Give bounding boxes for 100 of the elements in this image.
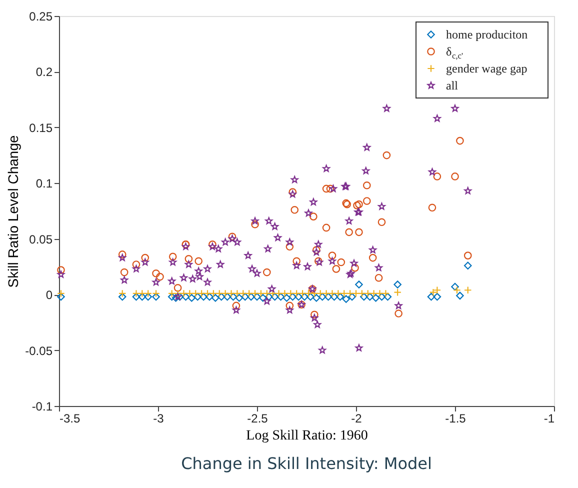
point: [176, 292, 184, 301]
point: [451, 282, 459, 291]
point: [292, 290, 301, 298]
point: [370, 290, 378, 298]
point: [355, 200, 363, 208]
point: [394, 288, 402, 296]
point: [217, 292, 226, 301]
point: [259, 294, 267, 302]
point: [316, 290, 324, 298]
x-tick-label: -3.5: [60, 412, 81, 426]
y-tick-label: 0: [46, 288, 53, 302]
point: [245, 290, 253, 298]
point: [364, 290, 372, 298]
point: [168, 290, 176, 298]
point: [372, 294, 380, 302]
point: [326, 184, 334, 193]
point: [318, 292, 326, 301]
point: [152, 270, 160, 278]
point: [229, 292, 238, 301]
point: [174, 284, 182, 292]
point: [290, 206, 299, 214]
point: [346, 290, 354, 298]
point: [310, 290, 318, 298]
y-tick-label: -0.05: [25, 344, 53, 358]
point: [340, 290, 348, 298]
point: [274, 290, 283, 298]
point: [328, 252, 336, 260]
point: [394, 310, 402, 318]
point: [362, 181, 371, 190]
point: [394, 280, 402, 288]
point: [182, 292, 190, 301]
point: [378, 292, 386, 301]
y-tick-label: 0.2: [36, 65, 53, 80]
point: [328, 290, 336, 298]
point: [322, 224, 330, 232]
x-axis-title: Log Skill Ratio: 1960: [246, 428, 368, 444]
point: [312, 294, 320, 302]
point: [188, 294, 196, 302]
point: [282, 294, 291, 302]
point: [192, 290, 200, 298]
point: [312, 246, 320, 254]
point: [433, 286, 442, 294]
legend-label: gender wage gap: [446, 62, 528, 76]
point: [251, 220, 259, 228]
point: [310, 212, 318, 220]
x-tick-label: -2: [351, 412, 362, 426]
point: [451, 172, 459, 180]
point: [376, 290, 384, 298]
point: [174, 290, 182, 298]
point: [223, 292, 232, 301]
x-tick-label: -1.5: [445, 412, 466, 426]
y-tick-label: 0.1: [36, 176, 53, 191]
point: [268, 290, 277, 298]
point: [138, 290, 146, 298]
point: [345, 228, 353, 236]
point: [262, 268, 271, 276]
point: [334, 290, 342, 298]
legend-label: home produciton: [446, 28, 528, 42]
point: [212, 294, 220, 302]
point: [141, 254, 150, 262]
point: [235, 294, 244, 302]
point: [186, 290, 194, 298]
point: [172, 294, 180, 302]
point: [352, 290, 360, 298]
point: [286, 302, 294, 310]
point: [304, 290, 312, 298]
point: [152, 290, 160, 298]
point: [194, 292, 202, 301]
y-tick-label: 0.15: [29, 120, 53, 135]
point: [57, 266, 65, 274]
x-tick-label: -3: [153, 412, 164, 426]
point: [168, 252, 177, 261]
point: [276, 292, 285, 301]
y-tick-label: 0.25: [29, 10, 53, 24]
point: [251, 290, 259, 298]
point: [355, 228, 363, 236]
point: [366, 292, 374, 301]
y-axis-title: Skill Ratio Level Change: [5, 135, 22, 288]
point: [204, 290, 212, 298]
point: [374, 274, 383, 282]
point: [286, 242, 294, 251]
point: [428, 204, 436, 212]
point: [118, 250, 126, 258]
point: [464, 286, 472, 294]
text: Change in Skill Intensity: Model: [181, 454, 432, 473]
point: [132, 260, 140, 268]
point: [384, 292, 392, 301]
point: [382, 290, 390, 298]
point: [355, 280, 363, 288]
point: [194, 257, 202, 266]
point: [156, 272, 164, 281]
point: [288, 292, 297, 301]
point: [382, 151, 391, 160]
point: [118, 290, 126, 298]
point: [456, 136, 464, 145]
legend-label: all: [446, 78, 459, 92]
point: [433, 292, 442, 301]
x-tick-label: -1: [544, 412, 555, 426]
point: [456, 292, 464, 300]
point: [120, 268, 128, 276]
